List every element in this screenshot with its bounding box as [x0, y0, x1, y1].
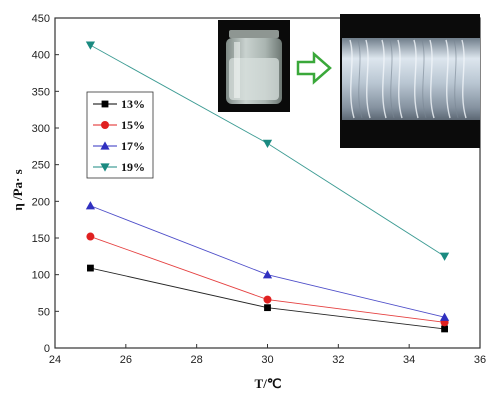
legend-marker: [101, 121, 109, 129]
legend-label: 13%: [121, 97, 145, 111]
x-tick-label: 32: [332, 354, 344, 366]
y-tick-label: 100: [32, 270, 50, 282]
legend-box: [86, 91, 154, 179]
x-tick-label: 36: [474, 354, 486, 366]
y-tick-label: 200: [32, 196, 50, 208]
legend-label: 19%: [121, 160, 145, 174]
legend-label: 15%: [121, 118, 145, 132]
series-17%: [85, 201, 450, 321]
x-tick-label: 26: [120, 354, 132, 366]
y-tick-label: 450: [32, 13, 50, 25]
fiber-photo: [340, 14, 480, 148]
x-tick-label: 28: [191, 354, 203, 366]
y-tick-label: 400: [32, 50, 50, 62]
legend: 13% 15% 17% 19%: [86, 91, 154, 179]
x-tick-label: 30: [261, 354, 273, 366]
y-tick-label: 300: [32, 123, 50, 135]
data-point: [439, 252, 450, 261]
legend-label: 17%: [121, 139, 145, 153]
y-tick-label: 150: [32, 233, 50, 245]
data-point: [264, 304, 271, 312]
x-tick-label: 34: [403, 354, 415, 366]
y-tick-label: 350: [32, 86, 50, 98]
series-layer: [85, 41, 450, 333]
data-point: [86, 232, 95, 241]
data-point: [263, 295, 272, 304]
y-tick-label: 50: [38, 306, 50, 318]
x-axis-title: T/℃: [255, 376, 282, 391]
y-tick-label: 250: [32, 160, 50, 172]
legend-marker: [100, 163, 110, 172]
green-arrow-icon: [296, 51, 332, 85]
data-point: [441, 325, 448, 333]
data-point: [85, 41, 96, 50]
axes: 24 26 28 30 32 34 36 0 50 100 150 200 250 300 350 400 45…: [32, 13, 486, 366]
series-13%: [87, 264, 448, 333]
series-19%: [85, 41, 450, 261]
y-tick-label: 0: [44, 343, 50, 355]
data-point: [262, 270, 273, 279]
data-point: [87, 264, 94, 272]
data-point: [262, 139, 273, 148]
legend-marker: [101, 100, 109, 108]
legend-marker: [100, 141, 110, 150]
x-tick-label: 24: [49, 354, 61, 366]
jar-photo: [218, 20, 290, 112]
y-axis-title: η /Pa· s: [10, 169, 25, 210]
data-point: [439, 312, 450, 321]
data-point: [85, 201, 96, 210]
